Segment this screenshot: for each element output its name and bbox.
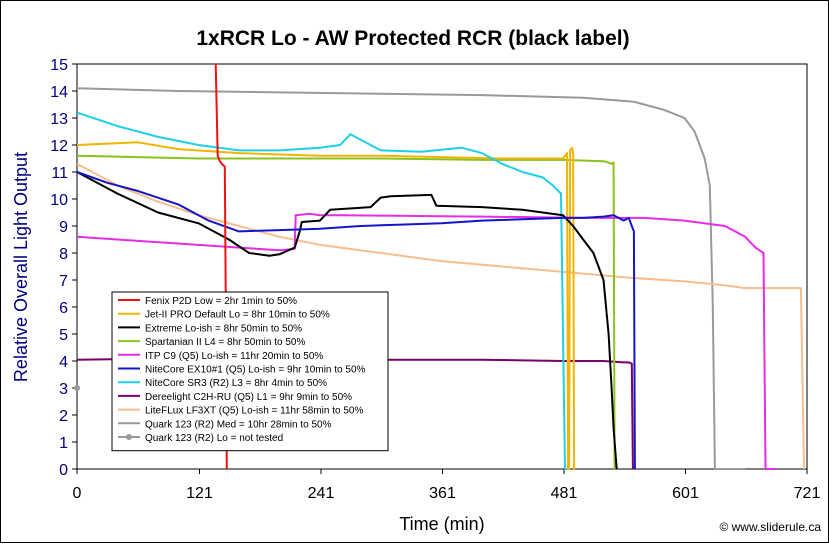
x-tick-label-5: 601 bbox=[672, 485, 699, 502]
y-tick-label-9: 9 bbox=[59, 219, 68, 236]
legend-label-0: Fenix P2D Low = 2hr 1min to 50% bbox=[145, 296, 297, 307]
x-tick-label-3: 361 bbox=[429, 485, 456, 502]
legend-label-5: NiteCore EX10#1 (Q5) Lo-ish = 9hr 10min … bbox=[145, 365, 365, 376]
series-layer bbox=[74, 63, 805, 470]
y-tick-label-14: 14 bbox=[50, 84, 68, 101]
y-tick-label-4: 4 bbox=[59, 354, 68, 371]
legend: Fenix P2D Low = 2hr 1min to 50% Jet-II PR… bbox=[111, 291, 389, 452]
x-tick-label-0: 0 bbox=[73, 485, 82, 502]
legend-label-8: LiteFLux LF3XT (Q5) Lo-ish = 11hr 58min … bbox=[145, 406, 363, 417]
credit-text: © www.sliderule.ca bbox=[719, 520, 821, 534]
series-point-10-0 bbox=[74, 385, 80, 391]
series-line-9 bbox=[76, 87, 746, 470]
y-tick-label-1: 1 bbox=[59, 435, 68, 452]
y-tick-label-13: 13 bbox=[50, 111, 68, 128]
series-line-4 bbox=[76, 212, 776, 470]
y-axis-label: Relative Overall Light Output bbox=[11, 152, 31, 382]
y-tick-label-3: 3 bbox=[59, 381, 68, 398]
x-axis-label: Time (min) bbox=[399, 514, 484, 534]
legend-label-4: ITP C9 (Q5) Lo-ish = 11hr 20min to 50% bbox=[145, 351, 323, 362]
y-tick-label-11: 11 bbox=[51, 165, 68, 182]
x-tick-label-4: 481 bbox=[551, 485, 578, 502]
series-line-2 bbox=[76, 171, 618, 470]
legend-label-10: Quark 123 (R2) Lo = not tested bbox=[145, 433, 283, 444]
legend-label-3: Spartanian II L4 = 8hr 50min to 50% bbox=[145, 337, 305, 348]
legend-marker-10 bbox=[126, 434, 132, 440]
legend-label-9: Quark 123 (R2) Med = 10hr 28min to 50% bbox=[145, 419, 332, 430]
legend-label-7: Dereelight C2H-RU (Q5) L1 = 9hr 9min to … bbox=[145, 392, 352, 403]
legend-label-1: Jet-II PRO Default Lo = 8hr 10min to 50% bbox=[145, 310, 330, 321]
legend-label-2: Extreme Lo-ish = 8hr 50min to 50% bbox=[145, 323, 302, 334]
y-tick-label-15: 15 bbox=[50, 57, 68, 74]
y-tick-label-10: 10 bbox=[50, 192, 68, 209]
legend-label-6: NiteCore SR3 (R2) L3 = 8hr 4min to 50% bbox=[145, 378, 327, 389]
y-tick-label-6: 6 bbox=[59, 300, 68, 317]
series-line-5 bbox=[76, 171, 636, 470]
series-line-3 bbox=[76, 154, 616, 470]
series-line-1 bbox=[76, 141, 576, 470]
series-line-6 bbox=[76, 111, 567, 470]
chart-title: 1xRCR Lo - AW Protected RCR (black label… bbox=[196, 27, 629, 50]
x-tick-label-6: 721 bbox=[794, 485, 821, 502]
legend-box bbox=[111, 291, 389, 452]
x-tick-label-2: 241 bbox=[308, 485, 335, 502]
y-tick-label-12: 12 bbox=[50, 138, 68, 155]
x-tick-label-1: 121 bbox=[186, 485, 213, 502]
series-line-8 bbox=[76, 163, 805, 470]
y-tick-label-0: 0 bbox=[59, 462, 68, 479]
y-tick-label-8: 8 bbox=[59, 246, 68, 263]
y-tick-label-5: 5 bbox=[59, 327, 68, 344]
y-tick-label-7: 7 bbox=[59, 273, 68, 290]
y-tick-label-2: 2 bbox=[59, 408, 68, 425]
